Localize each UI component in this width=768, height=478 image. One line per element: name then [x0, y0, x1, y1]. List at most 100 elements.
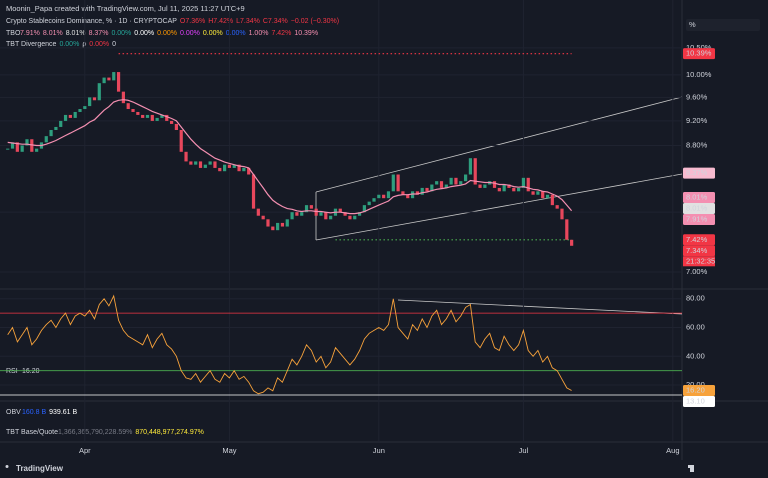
brand-logo — [5, 465, 9, 468]
candle — [63, 114, 68, 121]
countdown-box — [683, 256, 715, 267]
candle — [473, 158, 477, 185]
base-quote-values-part: 870,448,977,274.97% — [135, 429, 204, 436]
x-tick-label: Aug — [666, 446, 679, 455]
tbo-values-part: 0.00% — [203, 30, 223, 37]
candle — [49, 130, 53, 137]
candle — [343, 212, 347, 216]
candle — [526, 177, 530, 192]
candle — [391, 174, 395, 192]
candle — [468, 158, 473, 175]
price-label — [683, 245, 715, 257]
brand: TradingView — [16, 464, 64, 473]
unit-button-label[interactable]: % — [689, 20, 696, 29]
rsi-price-label-text: 13.10 — [686, 397, 705, 406]
candle — [136, 111, 140, 115]
symbol-line-part: Crypto Stablecoins Dominance, % · 1D · C… — [6, 18, 177, 25]
candle — [160, 114, 164, 118]
price-label-text: 7.34% — [686, 246, 708, 255]
candle — [463, 174, 468, 182]
candle — [276, 222, 280, 231]
candle — [131, 109, 135, 112]
divergence-line: TBT Divergence 0.00% ρ 0.00% 0 — [6, 41, 116, 48]
price-label — [683, 48, 715, 60]
candle — [555, 205, 559, 209]
candle — [372, 198, 376, 202]
base-quote-values: 1,366,365,790,228.59% 870,448,977,274.97% — [58, 429, 204, 436]
candle — [184, 151, 188, 162]
candle — [386, 191, 391, 199]
rsi-value: 16.20 — [22, 368, 40, 375]
candle — [517, 187, 521, 192]
candle — [570, 239, 574, 246]
symbol-line-part: L7.34% — [236, 18, 260, 25]
tbo-values-part: 1.00% — [249, 30, 269, 37]
candle — [35, 148, 39, 152]
candle — [218, 167, 222, 172]
candle — [208, 161, 212, 165]
price-label-text: 7.42% — [686, 235, 708, 244]
y-tick-label: 10.50% — [686, 43, 712, 52]
unit-button[interactable] — [686, 19, 760, 31]
candle — [541, 191, 545, 199]
price-label-text: 10.39% — [686, 49, 712, 58]
candle — [483, 184, 487, 188]
rsi-trendline — [397, 299, 683, 315]
rsi-title: RSI — [6, 368, 18, 375]
rsi-price-label-text: 16.20 — [686, 386, 705, 395]
candle — [290, 212, 294, 220]
candle — [256, 208, 260, 216]
candle — [237, 164, 241, 172]
candle — [20, 145, 24, 152]
symbol-line-part: O7.36% — [180, 18, 205, 25]
candle — [415, 191, 419, 195]
candle — [78, 109, 82, 112]
candle — [309, 205, 313, 209]
candle — [155, 117, 159, 121]
brand-logo — [688, 465, 694, 472]
y-tick-label: 7.00% — [686, 267, 708, 276]
price-label — [683, 202, 715, 214]
symbol-line: Crypto Stablecoins Dominance, % · 1D · C… — [6, 18, 339, 25]
rsi-price-label — [683, 396, 715, 408]
candle — [54, 126, 58, 131]
candle — [280, 222, 285, 227]
price-label — [683, 234, 715, 246]
candle — [102, 77, 106, 84]
symbol-line-part: H7.42% — [208, 18, 233, 25]
candle — [348, 215, 352, 220]
candle — [324, 212, 328, 220]
candle — [169, 120, 174, 124]
candle — [545, 194, 550, 199]
candle — [44, 136, 48, 143]
obv-title: OBV — [6, 409, 21, 416]
candle — [126, 103, 130, 110]
price-label-text: 8.01% — [686, 203, 708, 212]
base-quote-values-part: 1,366,365,790,228.59% — [58, 429, 132, 436]
candle — [492, 181, 497, 188]
tbo-values-part: 0.00% — [157, 30, 177, 37]
candle — [314, 208, 318, 216]
candle — [353, 215, 357, 220]
divergence-line-part: 0 — [112, 41, 116, 48]
candle — [338, 208, 342, 213]
candle — [449, 177, 453, 185]
symbol-line-part: −0.02 (−0.30%) — [291, 18, 339, 25]
tbo-title: TBO — [6, 30, 21, 37]
candle — [227, 164, 232, 168]
candle — [247, 167, 251, 175]
candle — [565, 219, 569, 240]
candle — [83, 106, 87, 110]
tbo-values-part: 10.39% — [294, 30, 318, 37]
tbo-values-part: 0.00% — [111, 30, 131, 37]
candle — [73, 111, 77, 118]
candle — [15, 142, 19, 152]
tbo-values-part: 7.42% — [271, 30, 291, 37]
price-label-text: 8.37% — [686, 168, 708, 177]
obv-values: 160.8 B 939.61 B — [22, 409, 77, 416]
price-label — [683, 167, 715, 179]
candle — [25, 139, 29, 146]
countdown: 21:32:35 — [686, 256, 715, 265]
candle — [507, 184, 511, 188]
